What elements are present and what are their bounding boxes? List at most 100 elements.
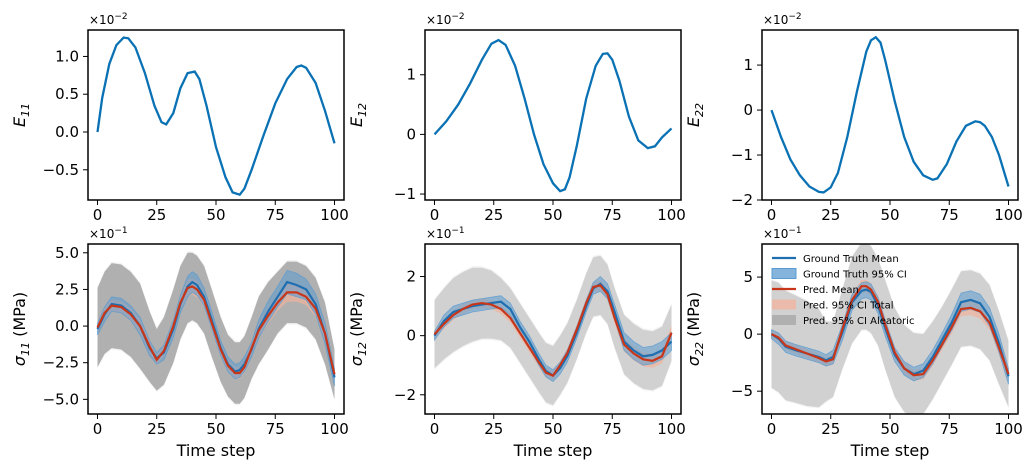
pred-ci-aleatoric-band <box>771 244 1009 414</box>
y-axis-label-group: E11 <box>10 103 32 127</box>
plot-area <box>96 251 336 406</box>
y-axis-label-group: E12 <box>347 103 369 127</box>
x-tick-label: 75 <box>266 206 285 224</box>
y-tick-label: −5 <box>731 382 753 400</box>
pred-ci-total-band <box>434 254 672 407</box>
x-tick-label: 100 <box>994 206 1023 224</box>
legend-swatch-gt-ci <box>771 268 797 279</box>
subplot-6: 0 25 50 75 100 −5 0 5 ×10−1 σ22 (MPa) Time step <box>684 226 1023 460</box>
y-tick-label: 0 <box>743 101 753 119</box>
y-tick-label: −1 <box>731 146 753 164</box>
x-axis-label: Time step <box>850 441 930 460</box>
y-axis-label-group: σ12 (MPa) <box>347 292 369 366</box>
y-tick-label: 0.0 <box>55 123 79 141</box>
x-tick-label: 50 <box>206 206 225 224</box>
x-tick-label: 100 <box>994 420 1023 438</box>
plot-area <box>770 35 1010 194</box>
y-tick-label: 5 <box>743 268 753 286</box>
x-tick-label: 100 <box>320 420 349 438</box>
y-tick-label: 1 <box>743 56 753 74</box>
plot-area <box>433 38 673 193</box>
y-tick-label: 1 <box>406 66 416 84</box>
x-tick-label: 25 <box>147 420 166 438</box>
y-tick-label: −0.5 <box>43 161 79 179</box>
y-axis-label: E11 <box>10 103 32 127</box>
axes-frame <box>424 29 682 201</box>
y-tick-label: 5.0 <box>55 244 79 262</box>
strain-line <box>770 35 1010 194</box>
subplot-3: 0 25 50 75 100 −2 −1 0 1 ×10−2 E22 <box>684 12 1023 224</box>
plot-area <box>770 244 1010 414</box>
x-tick-label: 25 <box>147 206 166 224</box>
x-axis-label: Time step <box>176 441 256 460</box>
x-tick-label: 0 <box>767 206 777 224</box>
x-tick-label: 0 <box>767 420 777 438</box>
y-axis-label: E22 <box>684 103 706 127</box>
legend-entry-label: Ground Truth 95% CI <box>803 270 907 281</box>
y-axis-label-group: E22 <box>684 103 706 127</box>
x-tick-label: 25 <box>484 206 503 224</box>
y-axis-label: σ11 (MPa) <box>10 292 32 366</box>
pred-ci-total-band <box>771 244 1009 414</box>
subplot-2: 0 25 50 75 100 −1 0 1 ×10−2 E12 <box>347 12 686 224</box>
y-tick-label: 0.0 <box>55 317 79 335</box>
x-tick-label: 25 <box>821 420 840 438</box>
y-tick-label: 0 <box>743 325 753 343</box>
strain-line <box>433 38 673 193</box>
x-tick-label: 0 <box>430 206 440 224</box>
axis-multiplier: ×10−2 <box>89 12 128 27</box>
x-tick-label: 50 <box>880 206 899 224</box>
legend-entry-label: Pred. Mean <box>803 285 859 296</box>
x-tick-label: 75 <box>940 206 959 224</box>
legend-entry-label: Pred. 95% CI Aleatoric <box>803 316 914 327</box>
y-tick-label: 1.0 <box>55 47 79 65</box>
x-axis-label: Time step <box>513 441 593 460</box>
x-tick-label: 75 <box>603 420 622 438</box>
y-tick-label: −5.0 <box>43 390 79 408</box>
plot-area <box>96 36 336 197</box>
x-tick-label: 0 <box>93 206 103 224</box>
axis-multiplier: ×10−2 <box>426 12 465 27</box>
y-axis-label: σ12 (MPa) <box>347 292 369 366</box>
x-tick-label: 50 <box>880 420 899 438</box>
axis-multiplier: ×10−1 <box>89 226 128 241</box>
axis-multiplier: ×10−2 <box>763 12 802 27</box>
subplot-4: 0 25 50 75 100 −5.0 −2.5 0.0 2.5 5.0 ×10−1 σ11 (MPa… <box>10 226 349 460</box>
x-tick-label: 100 <box>320 206 349 224</box>
x-tick-label: 75 <box>603 206 622 224</box>
legend: Ground Truth Mean Ground Truth 95% CI Pred… <box>771 254 914 327</box>
x-tick-label: 0 <box>93 420 103 438</box>
y-axis-label-group: σ11 (MPa) <box>10 292 32 366</box>
legend-entry-label: Pred. 95% CI Total <box>803 301 893 312</box>
x-tick-label: 25 <box>484 420 503 438</box>
x-tick-label: 50 <box>543 420 562 438</box>
y-axis-label: σ22 (MPa) <box>684 292 706 366</box>
pred-mean-line <box>771 285 1010 377</box>
legend-swatch-pred-total <box>772 299 796 310</box>
pred-mean-line <box>433 284 673 377</box>
subplot-1: 0 25 50 75 100 −0.5 0.0 0.5 1.0 ×10−2 E11 <box>10 12 349 224</box>
legend-entry-label: Ground Truth Mean <box>803 254 899 265</box>
x-tick-label: 50 <box>206 420 225 438</box>
y-tick-label: −2 <box>394 386 416 404</box>
x-tick-label: 0 <box>430 420 440 438</box>
axes-frame <box>87 29 345 201</box>
axis-multiplier: ×10−1 <box>426 226 465 241</box>
y-tick-label: 0 <box>406 327 416 345</box>
x-tick-label: 75 <box>940 420 959 438</box>
strain-line <box>96 36 336 197</box>
plot-area <box>433 254 673 407</box>
pred-mean-line <box>96 285 336 375</box>
y-tick-label: 2 <box>406 268 416 286</box>
pred-ci-aleatoric-band <box>434 255 672 406</box>
x-tick-label: 50 <box>543 206 562 224</box>
y-tick-label: 0.5 <box>55 85 79 103</box>
x-tick-label: 100 <box>657 420 686 438</box>
y-axis-label-group: σ22 (MPa) <box>684 292 706 366</box>
x-tick-label: 100 <box>657 206 686 224</box>
y-axis-label: E12 <box>347 103 369 127</box>
subplot-5: 0 25 50 75 100 −2 0 2 ×10−1 σ12 (MPa) Time step <box>347 226 686 460</box>
x-tick-label: 25 <box>821 206 840 224</box>
x-tick-label: 75 <box>266 420 285 438</box>
